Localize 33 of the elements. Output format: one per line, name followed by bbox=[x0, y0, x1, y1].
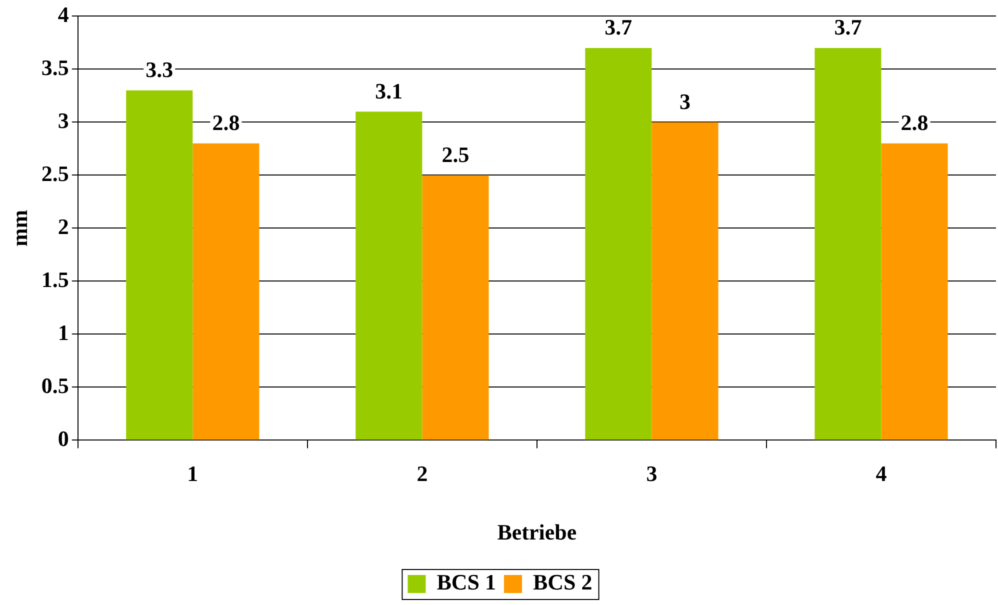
data-label: 2.5 bbox=[442, 142, 470, 167]
y-tick-label: 2.5 bbox=[41, 160, 69, 186]
y-tick-label: 1.5 bbox=[41, 266, 69, 292]
x-tick-label: 3 bbox=[646, 461, 658, 486]
legend-label: BCS 1 bbox=[436, 570, 496, 595]
bar bbox=[814, 48, 882, 440]
data-label: 2.8 bbox=[900, 110, 928, 136]
y-tick-label: 0 bbox=[58, 426, 69, 451]
bar bbox=[652, 122, 718, 440]
bar bbox=[422, 175, 489, 440]
y-tick-label: 2 bbox=[58, 214, 69, 239]
data-label: 3.3 bbox=[146, 57, 174, 82]
data-label: 2.8 bbox=[212, 110, 240, 136]
bar bbox=[585, 48, 652, 440]
data-label: 3.1 bbox=[375, 78, 403, 104]
x-tick-label: 4 bbox=[876, 461, 887, 486]
y-tick-label: 3.5 bbox=[41, 54, 69, 80]
data-label: 3 bbox=[679, 88, 690, 114]
data-label: 3.7 bbox=[604, 14, 632, 40]
y-axis-title: mm bbox=[6, 210, 32, 247]
x-tick-label: 1 bbox=[187, 461, 198, 486]
bar bbox=[192, 143, 260, 440]
bar bbox=[126, 90, 193, 440]
x-tick-label: 2 bbox=[416, 461, 428, 486]
bar bbox=[881, 143, 948, 440]
legend-label: BCS 2 bbox=[533, 570, 592, 595]
y-tick-label: 4 bbox=[58, 2, 69, 27]
x-axis-title: Betriebe bbox=[497, 519, 577, 544]
y-tick-label: 1 bbox=[58, 320, 69, 345]
bar bbox=[356, 112, 422, 440]
y-tick-label: 3 bbox=[58, 108, 69, 133]
data-label: 3.7 bbox=[834, 14, 862, 40]
y-tick-label: 0.5 bbox=[41, 372, 69, 398]
